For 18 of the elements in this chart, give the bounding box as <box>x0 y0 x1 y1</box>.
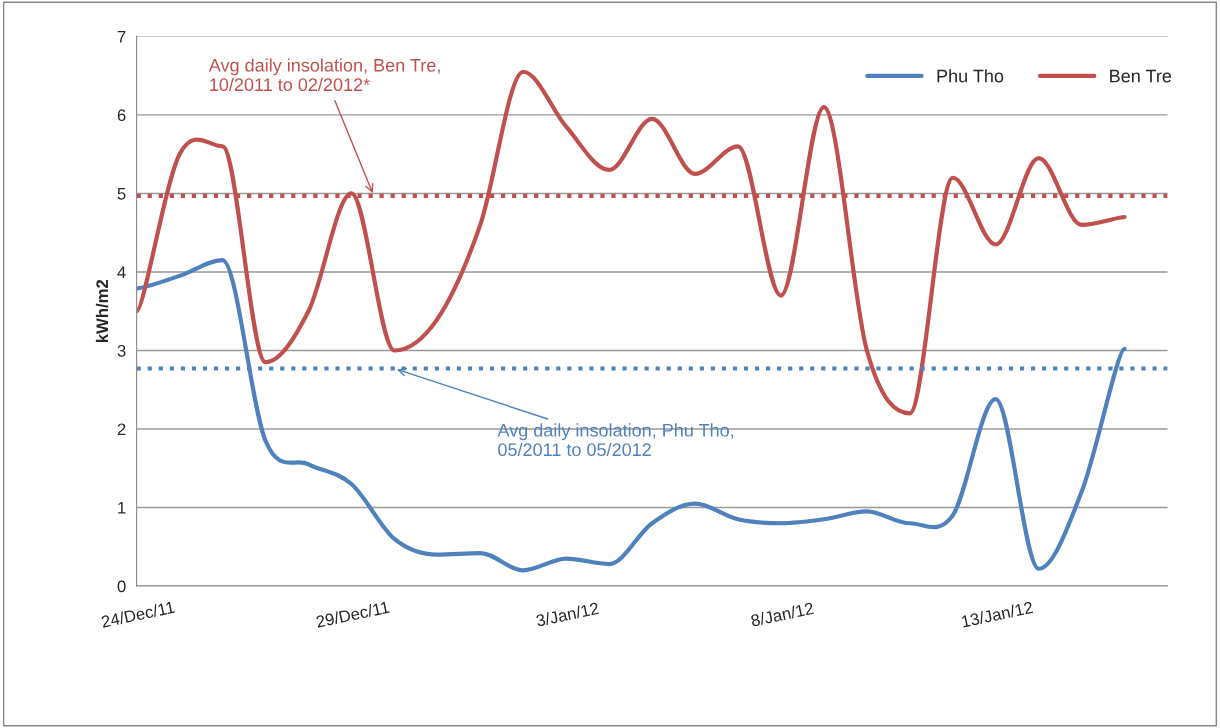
x-tick-label: 8/Jan/12 <box>750 601 814 627</box>
y-tick-label: 4 <box>117 266 126 278</box>
x-tick-label: 3/Jan/12 <box>535 601 600 627</box>
y-tick-label: 1 <box>118 502 126 514</box>
legend-label: Ben Tre <box>1110 69 1172 83</box>
y-tick-label: 5 <box>117 188 126 200</box>
y-tick-label: 0 <box>117 580 126 593</box>
y-tick-label: 3 <box>117 344 126 357</box>
x-tick-label: 29/Dec/11 <box>315 600 390 628</box>
x-tick-label: 24/Dec/11 <box>100 600 175 628</box>
y-axis-title: kWh/m2 <box>95 279 109 343</box>
legend-label: Phu Tho <box>937 69 1004 83</box>
ref-line-label: Avg daily insolation, Phu Tho, 05/2011 to 05/2012 <box>497 423 734 457</box>
y-tick-label: 6 <box>117 109 126 122</box>
y-tick-label: 7 <box>117 30 126 43</box>
x-tick-label: 13/Jan/12 <box>961 600 1034 628</box>
ref-line-label: Avg daily insolation, Ben Tre, 10/2011 to 02/2012* <box>208 58 440 92</box>
y-tick-label: 2 <box>117 423 126 436</box>
